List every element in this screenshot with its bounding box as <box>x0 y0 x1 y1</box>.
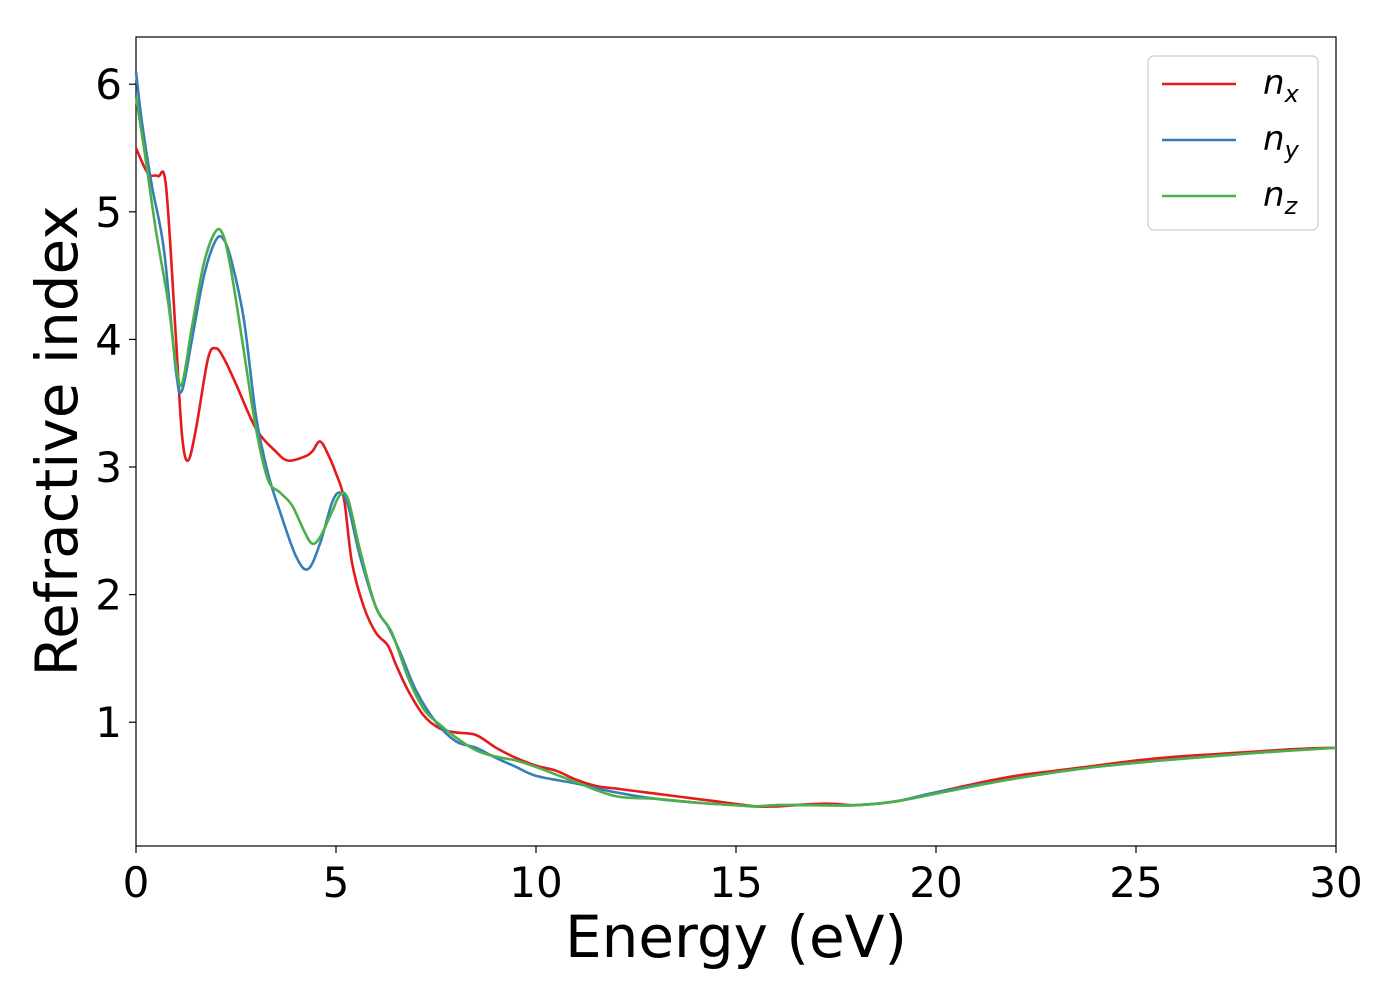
x-tick-label: 20 <box>909 858 962 907</box>
x-tick-label: 15 <box>709 858 762 907</box>
y-axis: 1 2 3 4 5 6 <box>95 60 136 747</box>
y-tick-label: 6 <box>95 60 122 109</box>
legend-label-subscript: y <box>1284 136 1300 164</box>
y-tick-label: 1 <box>95 698 122 747</box>
y-axis-title: Refractive index <box>23 205 91 676</box>
series-lines <box>134 71 1337 808</box>
legend-label-subscript: z <box>1284 192 1299 220</box>
x-tick-label: 25 <box>1109 858 1162 907</box>
legend-label-main: n <box>1263 119 1285 159</box>
y-tick-label: 4 <box>95 315 122 364</box>
y-tick-label: 3 <box>95 443 122 492</box>
x-axis-title: Energy (eV) <box>565 903 907 971</box>
legend-label-main: n <box>1263 63 1285 103</box>
series-line-nx <box>134 147 1337 808</box>
legend-label-subscript: x <box>1284 80 1300 108</box>
x-tick-label: 10 <box>509 858 562 907</box>
x-tick-label: 30 <box>1309 858 1362 907</box>
legend-label-ny: ny <box>1263 119 1300 164</box>
legend-label-nx: nx <box>1263 63 1300 108</box>
x-tick-label: 0 <box>123 858 150 907</box>
legend-label-main: n <box>1263 175 1285 215</box>
x-axis: 0 5 10 15 20 25 30 <box>123 846 1363 907</box>
y-tick-label: 2 <box>95 571 122 620</box>
legend-box <box>1147 55 1319 231</box>
x-tick-label: 5 <box>323 858 350 907</box>
series-line-nz <box>134 96 1337 808</box>
y-tick-label: 5 <box>95 188 122 237</box>
legend-label-nz: nz <box>1263 175 1299 220</box>
